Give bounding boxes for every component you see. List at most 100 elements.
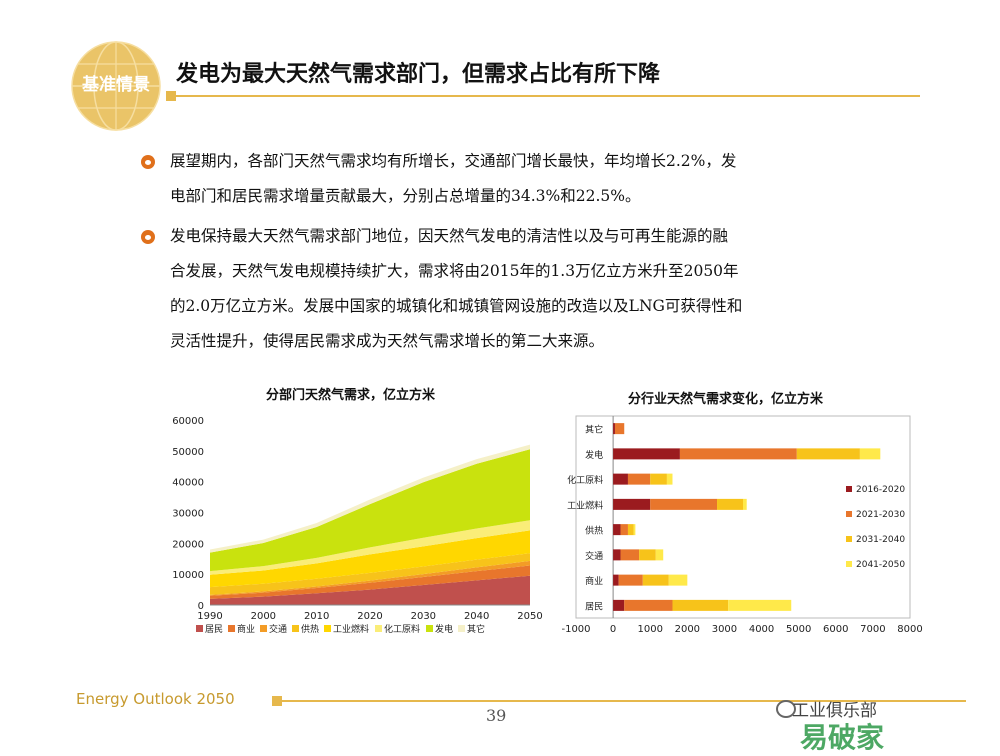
legend-label: 其它 [467,623,485,635]
area-series-8 [210,444,530,553]
category-label: 工业燃料 [567,499,603,511]
x-tick-label: 1000 [637,624,662,635]
category-label: 供热 [585,525,603,537]
legend-label: 居民 [205,624,223,635]
bar-segment [672,599,729,611]
legend-swatch [196,625,203,632]
x-tick-label: 2030 [411,611,436,622]
x-tick-label: 2000 [675,624,700,635]
section-badge: 基准情景 [82,75,150,95]
x-tick-label: 2040 [464,611,489,622]
x-tick-label: 2000 [251,611,276,622]
legend-swatch [228,625,235,632]
bar-segment [624,599,673,611]
category-label: 发电 [585,449,603,461]
x-tick-label: 1990 [197,611,222,622]
bar-segment [620,549,640,561]
bar-segment [655,549,664,561]
legend-label: 发电 [435,623,453,635]
category-label: 商业 [585,575,603,587]
bullet-paragraph-2: 发电保持最大天然气需求部门地位，因天然气发电的清洁性以及与可再生能源的融 合发展… [170,219,742,359]
footer-brand: Energy Outlook 2050 [76,690,235,708]
bullet-line: 发电保持最大天然气需求部门地位，因天然气发电的清洁性以及与可再生能源的融 [170,227,729,245]
y-tick-label: 10000 [172,570,204,581]
area-chart: 0 10000 20000 30000 40000 50000 60000 1990 2000 2… [172,416,543,635]
x-tick-label: 6000 [823,624,848,635]
bar-segment [613,549,621,561]
legend-label: 商业 [237,623,255,635]
area-series-2 [210,565,530,599]
bar-segment [639,549,656,561]
x-tick-label: 8000 [897,624,922,635]
title-divider-marker [166,91,176,101]
area-series-5 [210,530,530,588]
title-divider [168,95,920,97]
bar-segment [679,448,797,460]
legend-swatch [846,561,852,567]
bar-segment [642,574,669,586]
bullet-line: 的2.0万亿立方米。发展中国家的城镇化和城镇管网设施的改造以及LNG可获得性和 [170,297,743,315]
bar-segment [650,498,718,510]
legend-label: 2021-2030 [856,510,905,520]
x-tick-label: 2050 [517,611,542,622]
legend-label: 工业燃料 [333,623,369,635]
x-tick-label: -1000 [561,624,590,635]
bar-segment [633,524,636,536]
x-tick-label: 0 [610,624,616,635]
bullet-icon [141,155,155,169]
bar-segment [613,574,619,586]
bullet-icon [141,230,155,244]
plot-frame [575,415,911,619]
x-tick-label: 7000 [860,624,885,635]
watermark-logo: 易破家 [800,721,885,754]
bar-segment [796,448,860,460]
bar-segment [859,448,881,460]
legend-swatch [375,625,382,632]
legend-label: 2016-2020 [856,485,905,495]
bar-segment [613,498,651,510]
bar-segment [613,473,628,485]
bar-segment [666,473,673,485]
bar-chart-title: 分行业天然气需求变化，亿立方米 [628,392,824,407]
category-label: 化工原料 [567,474,603,486]
area-series-4 [210,553,530,595]
bar-segment [650,473,667,485]
bar-segment [743,498,747,510]
bar-segment [627,524,634,536]
bar-chart: -1000 0 1000 2000 3000 4000 5000 6000 7000 8000 其它… [561,415,923,635]
bullet-line: 合发展，天然气发电规模持续扩大，需求将由2015年的1.3万亿立方米升至2050… [170,262,739,280]
x-tick-label: 2020 [357,611,382,622]
page-number: 39 [486,706,507,725]
legend-label: 2041-2050 [856,560,905,570]
y-tick-label: 0 [198,601,204,612]
legend-label: 2031-2040 [856,535,905,545]
bullet-line: 灵活性提升，使得居民需求成为天然气需求增长的第二大来源。 [170,332,605,350]
bar-segment [717,498,743,510]
watermark-text: 工业俱乐部 [792,701,877,721]
category-label: 其它 [585,424,603,436]
area-chart-title: 分部门天然气需求，亿立方米 [266,388,436,403]
legend-label: 交通 [269,623,287,635]
bar-segment [668,574,688,586]
category-label: 交通 [585,550,603,562]
legend-swatch [846,536,852,542]
area-series-6 [210,520,530,575]
footer-divider [276,700,966,702]
category-label: 居民 [585,601,603,612]
legend-label: 供热 [301,623,319,635]
legend-swatch [458,625,465,632]
bullet-paragraph-1: 展望期内，各部门天然气需求均有所增长，交通部门增长最快，年均增长2.2%，发 电… [170,144,736,214]
x-tick-label: 5000 [786,624,811,635]
legend-swatch [846,511,852,517]
bar-segment [620,524,628,536]
bullet-line: 展望期内，各部门天然气需求均有所增长，交通部门增长最快，年均增长2.2%，发 [170,152,737,170]
bullet-line: 电部门和居民需求增量贡献最大，分别占总增量的34.3%和22.5%。 [170,187,641,205]
legend-swatch [324,625,331,632]
y-tick-label: 50000 [172,447,204,458]
x-tick-label: 3000 [712,624,737,635]
bar-segment [614,423,625,435]
legend-swatch [426,625,433,632]
y-tick-label: 40000 [172,478,204,489]
bar-segment [613,599,625,611]
bar-segment [613,448,680,460]
